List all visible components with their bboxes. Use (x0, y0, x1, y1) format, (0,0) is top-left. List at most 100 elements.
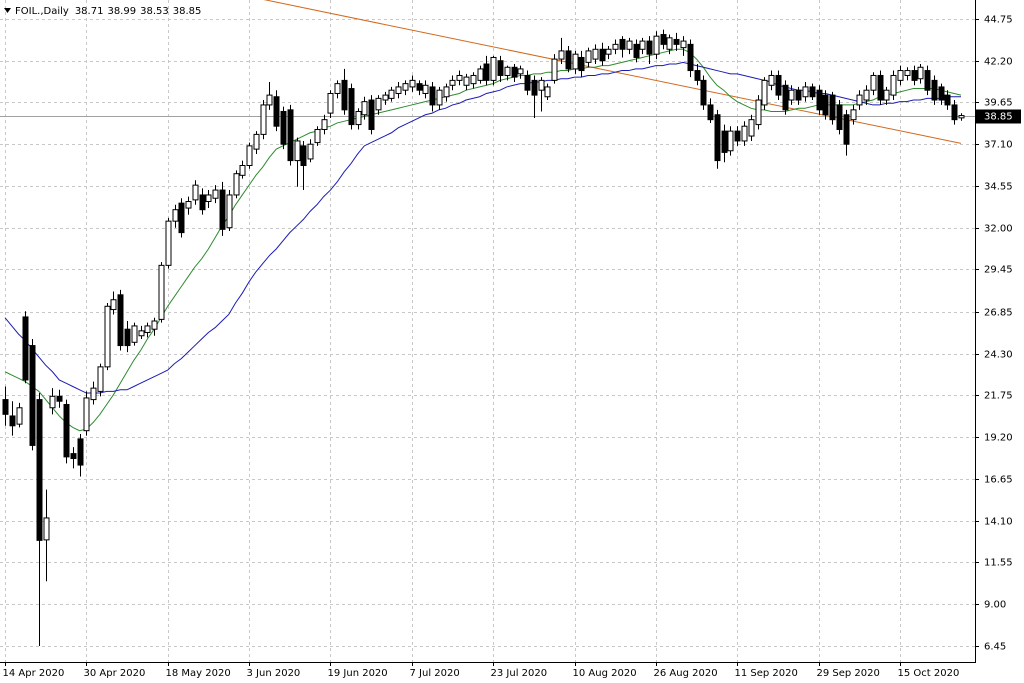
candle-body (449, 79, 456, 86)
candle-body (497, 60, 504, 76)
candle-body (707, 104, 714, 121)
candle-body (755, 99, 762, 126)
y-tick-label: 14.10 (984, 517, 1013, 528)
candle-body (395, 86, 402, 94)
candle-body (938, 86, 945, 101)
candle-body (402, 83, 409, 91)
candle-body (375, 97, 382, 111)
candle-body (456, 74, 463, 81)
candle-body (29, 345, 36, 446)
y-tick-label: 44.75 (984, 15, 1013, 26)
candle-body (836, 104, 843, 130)
candle-body (56, 395, 63, 402)
candle-body (660, 34, 667, 45)
y-tick-label: 29.45 (984, 265, 1013, 276)
candle-body (321, 119, 328, 130)
candle-body (138, 330, 145, 337)
y-tick-label: 34.55 (984, 182, 1013, 193)
candle-body (761, 79, 768, 106)
candle-body (538, 79, 545, 91)
candle-body (83, 397, 90, 432)
candle-body (131, 325, 138, 343)
candle-body (36, 399, 43, 541)
candle-body (192, 184, 199, 201)
candle-body (714, 114, 721, 162)
y-tick-label: 6.45 (984, 642, 1006, 653)
candle-body (416, 83, 423, 91)
candle-body (944, 94, 951, 106)
candle-body (775, 74, 782, 96)
candle-body (422, 84, 429, 94)
candle-body (890, 74, 897, 96)
candle-body (958, 115, 965, 119)
candle-body (795, 89, 802, 101)
candle-body (633, 43, 640, 58)
candle-body (205, 194, 212, 203)
candle-body (266, 94, 273, 106)
y-tick-label: 21.75 (984, 391, 1013, 402)
candle-body (565, 50, 572, 70)
candle-body (151, 320, 158, 330)
y-tick-label: 37.10 (984, 140, 1013, 151)
candle-body (110, 299, 117, 311)
candle-body (856, 94, 863, 106)
candle-body (727, 130, 734, 152)
symbol-menu-icon (4, 8, 11, 13)
candle-body (626, 40, 633, 50)
candle-body (700, 79, 707, 106)
header: FOIL.,Daily 38.71 38.99 38.53 38.85 (4, 6, 201, 17)
ohlc-open: 38.71 (75, 6, 104, 17)
candle-body (911, 70, 918, 81)
candle-body (63, 404, 70, 458)
candle-body (599, 48, 606, 62)
candle-body (294, 140, 301, 162)
candle-body (158, 264, 165, 320)
candle-body (273, 96, 280, 127)
x-tick-label: 23 Jul 2020 (491, 668, 548, 679)
candle-body (117, 294, 124, 347)
x-tick-label: 14 Apr 2020 (3, 668, 65, 679)
candle-body (436, 89, 443, 106)
candle-body (782, 84, 789, 111)
candle-body (829, 94, 836, 121)
x-tick-label: 29 Sep 2020 (817, 668, 880, 679)
candle-body (43, 517, 50, 541)
y-tick-label: 26.85 (984, 308, 1013, 319)
candle-body (307, 143, 314, 160)
candle-body (178, 202, 185, 234)
ohlc-high: 38.99 (107, 6, 136, 17)
candle-body (721, 130, 728, 153)
candle-body (260, 104, 267, 135)
candle-body (2, 399, 9, 415)
y-tick-label: 42.20 (984, 57, 1013, 68)
candle-body (524, 74, 531, 91)
candle-body (694, 70, 701, 81)
candle-body (551, 58, 558, 81)
candle-body (639, 40, 646, 50)
candle-body (348, 88, 355, 126)
y-tick-label: 32.00 (984, 224, 1013, 235)
candle-body (585, 50, 592, 63)
x-tick-label: 11 Sep 2020 (735, 668, 798, 679)
candle-body (199, 194, 206, 211)
candle-body (246, 145, 253, 166)
candle-body (219, 189, 226, 230)
x-tick-label: 7 Jul 2020 (410, 668, 460, 679)
candle-body (172, 209, 179, 222)
moving-average-line (4, 61, 961, 394)
candle-body (226, 194, 233, 229)
candle-body (870, 74, 877, 91)
x-tick-label: 18 May 2020 (166, 668, 231, 679)
candle-body (619, 38, 626, 50)
candle-body (388, 89, 395, 99)
candle-body (314, 128, 321, 144)
candle-body (531, 79, 538, 96)
candle-body (49, 395, 56, 409)
candle-body (239, 165, 246, 176)
candle-body (361, 101, 368, 116)
candle-body (605, 48, 612, 55)
candle-body (802, 86, 809, 98)
candle-body (788, 89, 795, 101)
candle-body (592, 48, 599, 60)
